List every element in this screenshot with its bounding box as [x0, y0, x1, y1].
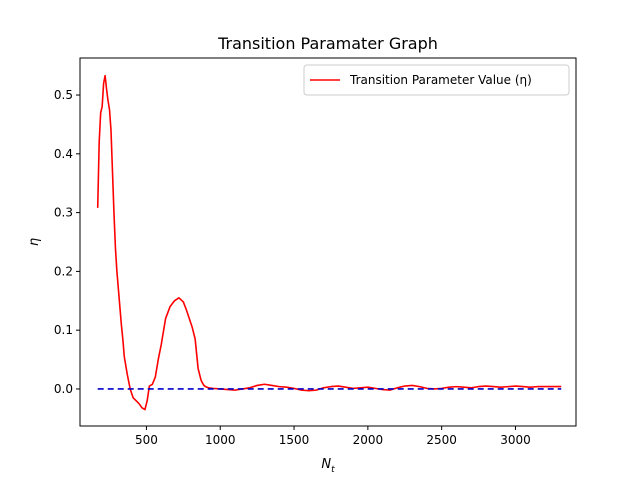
x-tick-label: 1500 — [279, 433, 310, 447]
y-tick-label: 0.0 — [54, 382, 73, 396]
legend-label-transition-parameter: Transition Parameter Value (η) — [349, 73, 532, 87]
y-tick-label: 0.4 — [54, 147, 73, 161]
x-axis-label: Nt — [321, 457, 335, 475]
legend-box — [303, 64, 570, 96]
chart-title: Transition Paramater Graph — [217, 34, 438, 53]
x-axis-label-subscript: t — [331, 465, 335, 475]
legend: Transition Parameter Value (η) — [303, 64, 570, 96]
plot-area — [96, 74, 562, 411]
x-tick-label: 2000 — [353, 433, 384, 447]
x-tick-label: 2500 — [426, 433, 457, 447]
axis-ticks: 500 1000 1500 2000 2500 3000 0.0 0.1 0.2 0.3 0.4 0.… — [54, 88, 531, 447]
y-tick-label: 0.3 — [54, 206, 73, 220]
y-tick-label: 0.5 — [54, 88, 73, 102]
x-tick-label: 500 — [135, 433, 158, 447]
plot-frame — [79, 57, 577, 427]
x-tick-label: 1000 — [205, 433, 236, 447]
y-axis-label: η — [27, 238, 42, 246]
y-tick-label: 0.1 — [54, 323, 73, 337]
x-axis-label-main: N — [321, 457, 331, 472]
y-tick-label: 0.2 — [54, 264, 73, 278]
x-tick-label: 3000 — [500, 433, 531, 447]
